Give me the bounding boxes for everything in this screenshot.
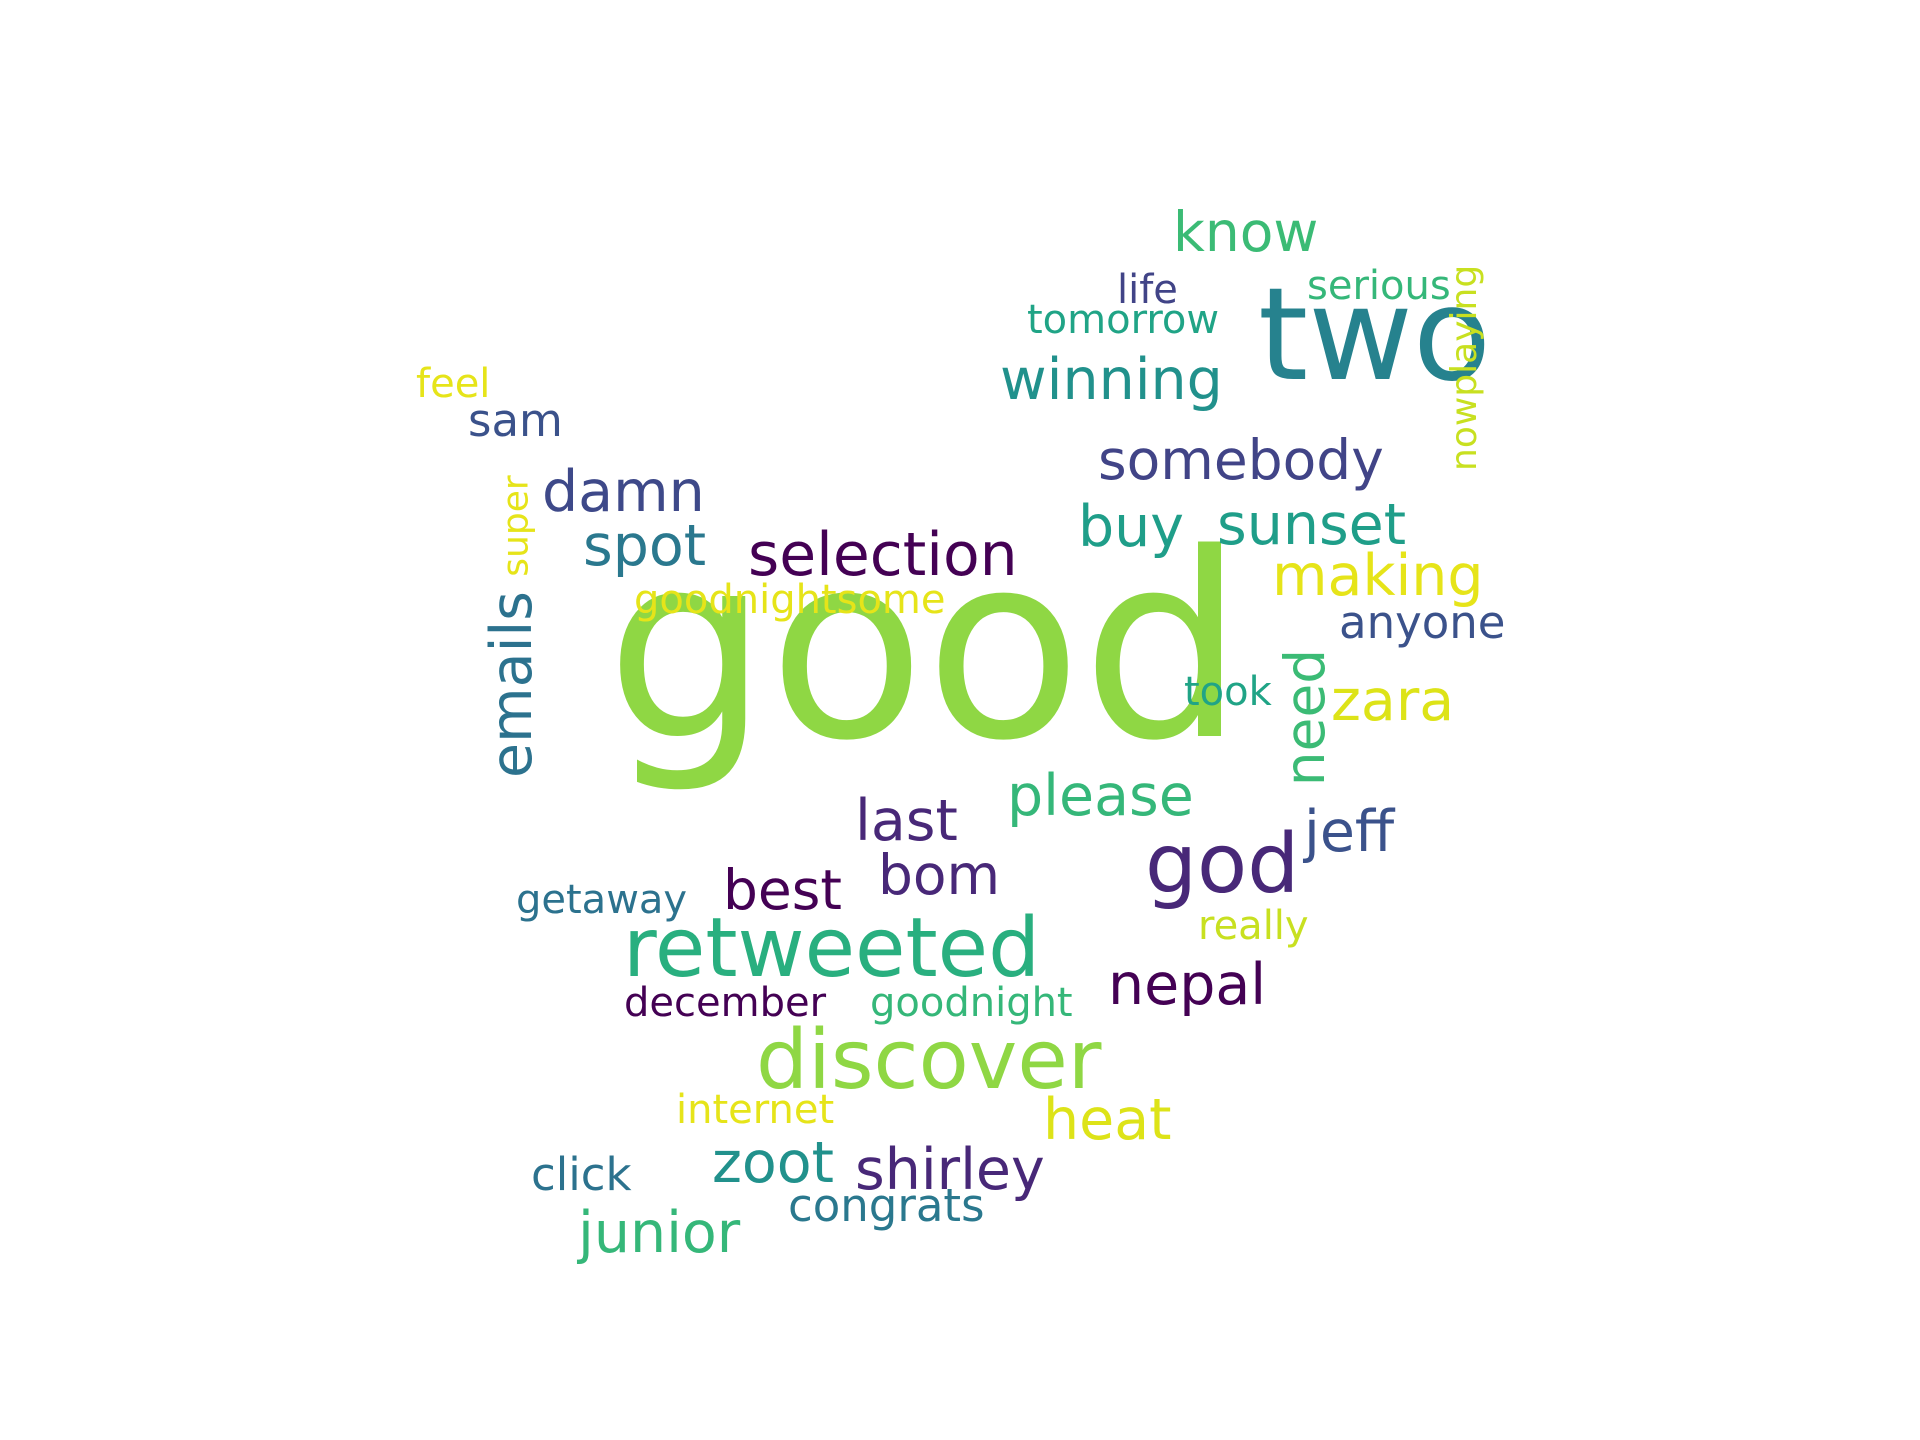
word-serious: serious: [1307, 263, 1451, 309]
word-somebody: somebody: [1098, 428, 1384, 492]
word-making: making: [1272, 543, 1484, 609]
word-zara: zara: [1331, 668, 1455, 734]
word-bom: bom: [878, 843, 1001, 907]
word-damn: damn: [542, 459, 705, 525]
word-shirley: shirley: [855, 1137, 1045, 1203]
word-know: know: [1173, 200, 1319, 264]
word-buy: buy: [1078, 494, 1185, 560]
word-selection: selection: [748, 520, 1018, 590]
word-sam: sam: [468, 394, 563, 447]
word-tomorrow: tomorrow: [1027, 297, 1220, 343]
word-internet: internet: [676, 1087, 835, 1133]
word-sunset: sunset: [1217, 492, 1407, 558]
word-congrats: congrats: [788, 1179, 985, 1232]
word-retweeted: retweeted: [623, 901, 1041, 996]
word-winning: winning: [1000, 347, 1223, 413]
word-jeff: jeff: [1304, 799, 1395, 865]
word-two: two: [1258, 261, 1492, 410]
word-click: click: [531, 1148, 632, 1201]
word-last: last: [855, 788, 958, 854]
word-discover: discover: [756, 1013, 1102, 1108]
word-nepal: nepal: [1108, 952, 1267, 1018]
word-best: best: [723, 858, 842, 922]
word-getaway: getaway: [516, 877, 688, 923]
word-goodnightsome: goodnightsome: [634, 577, 946, 623]
word-took: took: [1184, 669, 1272, 715]
word-feel: feel: [416, 361, 491, 407]
word-emails: emails: [478, 591, 545, 778]
word-junior: junior: [578, 1200, 741, 1266]
word-life: life: [1117, 267, 1178, 313]
word-anyone: anyone: [1339, 596, 1506, 649]
word-god: god: [1145, 817, 1300, 912]
word-heat: heat: [1043, 1087, 1172, 1153]
word-please: please: [1007, 763, 1194, 829]
word-spot: spot: [583, 513, 707, 579]
word-december: december: [624, 980, 827, 1026]
word-really: really: [1198, 903, 1309, 949]
word-need: need: [1273, 648, 1338, 787]
word-goodnight: goodnight: [870, 980, 1073, 1026]
word-zoot: zoot: [712, 1130, 835, 1196]
word-super: super: [495, 475, 537, 577]
word-good: good: [606, 499, 1245, 797]
word-nowplaying: nowplaying: [1444, 264, 1485, 471]
